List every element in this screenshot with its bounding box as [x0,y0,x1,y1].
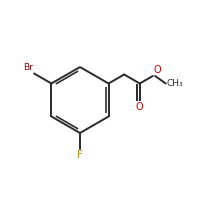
Text: F: F [77,150,83,160]
Text: CH₃: CH₃ [166,79,183,88]
Text: Br: Br [23,64,33,72]
Text: O: O [153,65,161,75]
Text: O: O [136,102,144,112]
